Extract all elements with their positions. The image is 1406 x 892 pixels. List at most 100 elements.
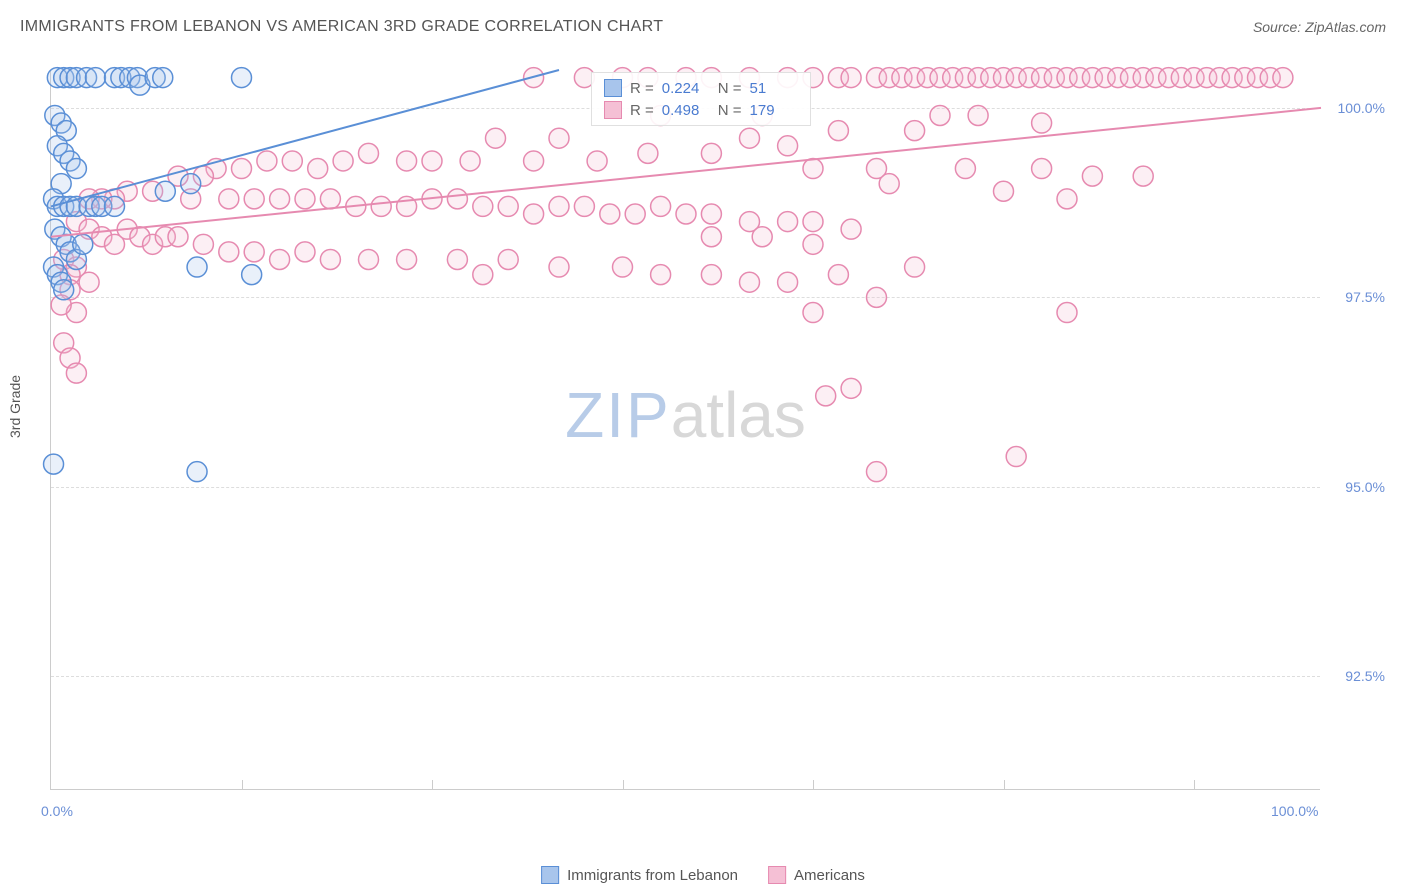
data-point: [242, 265, 262, 285]
data-point: [193, 234, 213, 254]
data-point: [994, 181, 1014, 201]
data-point: [841, 68, 861, 88]
data-point: [1082, 166, 1102, 186]
data-point: [587, 151, 607, 171]
data-point: [701, 265, 721, 285]
legend-item: Americans: [768, 866, 865, 884]
data-point: [651, 196, 671, 216]
data-point: [905, 121, 925, 141]
data-point: [841, 219, 861, 239]
data-point: [498, 196, 518, 216]
data-point: [282, 151, 302, 171]
data-point: [187, 257, 207, 277]
data-point: [549, 257, 569, 277]
data-point: [638, 143, 658, 163]
data-point: [1133, 166, 1153, 186]
data-point: [257, 151, 277, 171]
data-point: [524, 204, 544, 224]
data-point: [295, 189, 315, 209]
data-point: [473, 265, 493, 285]
data-point: [879, 174, 899, 194]
data-point: [613, 257, 633, 277]
legend-swatch: [768, 866, 786, 884]
data-point: [397, 151, 417, 171]
data-point: [460, 151, 480, 171]
data-point: [359, 249, 379, 269]
data-point: [232, 68, 252, 88]
data-point: [600, 204, 620, 224]
data-point: [701, 204, 721, 224]
y-axis-label: 3rd Grade: [7, 375, 23, 438]
swatch-lebanon: [604, 79, 622, 97]
data-point: [549, 196, 569, 216]
n-value-americans: 179: [750, 102, 798, 119]
y-tick-label: 97.5%: [1345, 289, 1385, 305]
data-point: [244, 189, 264, 209]
data-point: [1032, 113, 1052, 133]
data-point: [320, 249, 340, 269]
scatter-chart: ZIPatlas R = 0.224 N = 51 R = 0.498 N = …: [50, 70, 1320, 790]
data-point: [574, 196, 594, 216]
data-point: [778, 212, 798, 232]
data-point: [320, 189, 340, 209]
swatch-americans: [604, 101, 622, 119]
data-point: [955, 159, 975, 179]
chart-legend: Immigrants from Lebanon Americans: [541, 866, 865, 884]
correlation-stats-box: R = 0.224 N = 51 R = 0.498 N = 179: [591, 72, 811, 126]
data-point: [54, 280, 74, 300]
data-point: [359, 143, 379, 163]
data-point: [803, 234, 823, 254]
data-point: [333, 151, 353, 171]
data-point: [447, 189, 467, 209]
data-point: [397, 249, 417, 269]
data-point: [740, 128, 760, 148]
data-point: [1057, 189, 1077, 209]
legend-item: Immigrants from Lebanon: [541, 866, 738, 884]
data-point: [270, 189, 290, 209]
chart-title: IMMIGRANTS FROM LEBANON VS AMERICAN 3RD …: [20, 18, 663, 36]
data-point: [79, 272, 99, 292]
data-point: [181, 174, 201, 194]
legend-swatch: [541, 866, 559, 884]
r-value-lebanon: 0.224: [662, 80, 710, 97]
stats-row-americans: R = 0.498 N = 179: [604, 99, 798, 121]
data-point: [295, 242, 315, 262]
data-point: [651, 265, 671, 285]
data-point: [1057, 303, 1077, 323]
data-point: [153, 68, 173, 88]
data-point: [66, 159, 86, 179]
data-point: [752, 227, 772, 247]
data-point: [371, 196, 391, 216]
data-point: [905, 257, 925, 277]
data-point: [803, 303, 823, 323]
data-point: [968, 105, 988, 125]
data-point: [867, 462, 887, 482]
n-value-lebanon: 51: [750, 80, 798, 97]
x-tick-label: 0.0%: [41, 803, 73, 819]
y-tick-label: 100.0%: [1338, 100, 1385, 116]
data-point: [841, 378, 861, 398]
data-point: [778, 272, 798, 292]
data-point: [867, 287, 887, 307]
data-point: [701, 227, 721, 247]
data-point: [219, 242, 239, 262]
data-point: [625, 204, 645, 224]
data-point: [486, 128, 506, 148]
data-point: [155, 181, 175, 201]
data-point: [1273, 68, 1293, 88]
data-point: [308, 159, 328, 179]
legend-label: Immigrants from Lebanon: [567, 867, 738, 884]
data-point: [740, 272, 760, 292]
data-point: [85, 68, 105, 88]
data-point: [816, 386, 836, 406]
x-tick-label: 100.0%: [1271, 803, 1318, 819]
data-point: [447, 249, 467, 269]
data-point: [803, 159, 823, 179]
data-point: [524, 151, 544, 171]
data-point: [1032, 159, 1052, 179]
data-point: [803, 212, 823, 232]
source-attribution: Source: ZipAtlas.com: [1253, 19, 1386, 35]
data-point: [270, 249, 290, 269]
data-point: [676, 204, 696, 224]
data-point: [232, 159, 252, 179]
